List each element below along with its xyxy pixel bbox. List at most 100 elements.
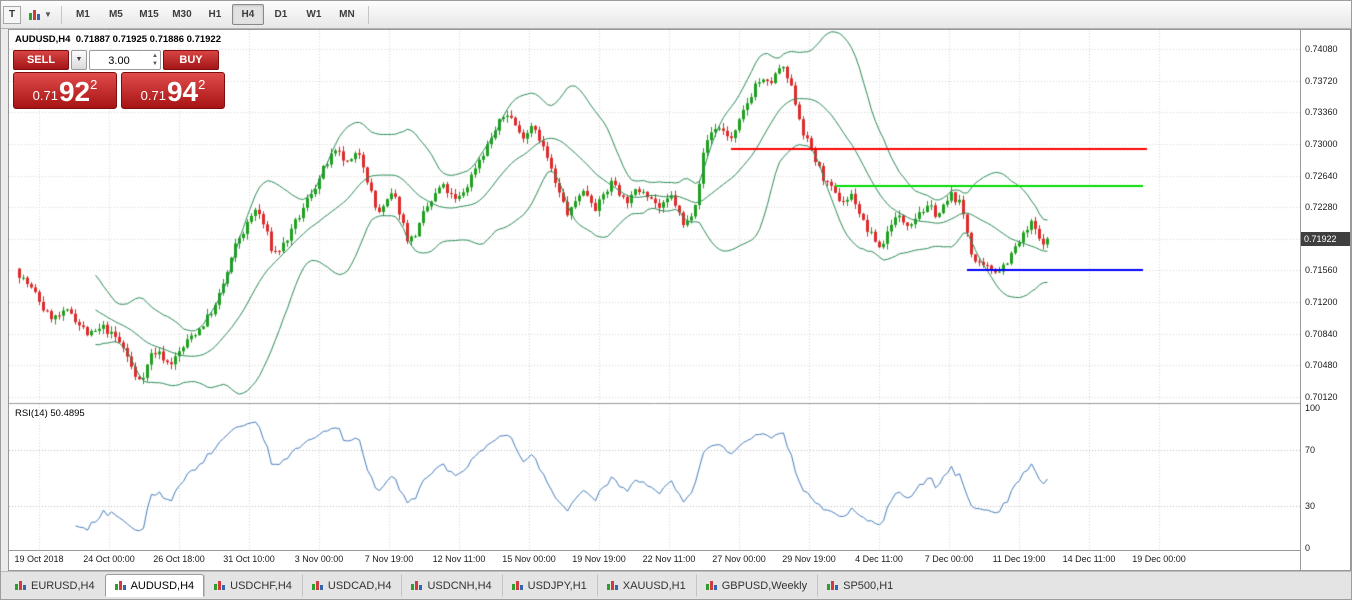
buy-button[interactable]: BUY — [163, 50, 219, 70]
ohlc-header: AUDUSD,H4 0.71887 0.71925 0.71886 0.7192… — [15, 34, 221, 45]
buy-price-big: 94 — [166, 76, 199, 107]
buy-price-prefix: 0.71 — [140, 88, 166, 103]
chart-tab-eurusd[interactable]: EURUSD,H4 — [5, 574, 105, 597]
time-axis-label: 19 Oct 2018 — [14, 554, 64, 564]
price-axis: 0.71922 0.74080 0.73720 0.73360 0.73000 0.72… — [1300, 30, 1350, 570]
chart-tab-usdjpy[interactable]: USDJPY,H1 — [501, 574, 597, 597]
chart-tab-usdchf[interactable]: USDCHF,H4 — [204, 574, 302, 597]
toolbar: T ▼ M1 M5 M15 M30 H1 H4 D1 W1 MN — [1, 1, 1351, 29]
price-axis-label: 0.72280 — [1305, 202, 1338, 213]
time-axis-label: 3 Nov 00:00 — [294, 554, 344, 564]
chart-tab-icon — [15, 580, 26, 590]
time-axis-label: 27 Nov 00:00 — [712, 554, 766, 564]
price-axis-label: 0.70840 — [1305, 328, 1338, 339]
time-axis-label: 24 Oct 00:00 — [83, 554, 135, 564]
price-axis-label: 0.70120 — [1305, 391, 1338, 402]
time-axis-label: 19 Dec 00:00 — [1132, 554, 1186, 564]
time-axis-label: 7 Nov 19:00 — [364, 554, 414, 564]
chart-tab-xauusd[interactable]: XAUUSD,H1 — [596, 574, 696, 597]
tab-label: SP500,H1 — [843, 579, 894, 592]
time-axis-label: 31 Oct 10:00 — [223, 554, 275, 564]
volume-input[interactable] — [90, 52, 148, 70]
price-axis-label: 0.73720 — [1305, 75, 1338, 86]
timeframe-m5-button[interactable]: M5 — [108, 9, 123, 20]
price-axis-label: 0.73360 — [1305, 107, 1338, 118]
timeframe-m1-button[interactable]: M1 — [75, 9, 90, 20]
rsi-indicator-label: RSI(14) 50.4895 — [15, 408, 85, 419]
time-axis-label: 11 Dec 19:00 — [992, 554, 1046, 564]
toolbar-grip[interactable]: T — [3, 5, 21, 24]
rsi-axis-label: 100 — [1305, 403, 1321, 413]
price-axis-label: 0.70480 — [1305, 360, 1338, 371]
sell-button[interactable]: SELL — [13, 50, 69, 70]
time-axis-label: 14 Dec 11:00 — [1062, 554, 1116, 564]
toolbar-separator — [60, 5, 62, 24]
chevron-down-icon: ▼ — [75, 56, 83, 63]
timeframe-buttons: M1 M5 M15 M30 H1 H4 D1 W1 MN — [67, 4, 363, 25]
timeframe-m30-button[interactable]: M30 — [172, 9, 192, 20]
price-axis-label: 0.73000 — [1305, 139, 1338, 150]
buy-price-box[interactable]: 0.71 94 2 — [121, 72, 225, 109]
sell-price-sup: 2 — [90, 77, 98, 92]
timeframe-h1-button[interactable]: H1 — [208, 9, 222, 20]
tab-label: USDCNH,H4 — [427, 579, 492, 592]
volume-steppers: ▲ ▼ — [152, 52, 158, 68]
tab-label: USDCHF,H4 — [230, 579, 292, 592]
buy-price-sup: 2 — [198, 77, 206, 92]
time-axis-label: 7 Dec 00:00 — [924, 554, 974, 564]
current-price-badge: 0.71922 — [1301, 231, 1350, 246]
time-axis-label: 22 Nov 11:00 — [642, 554, 696, 564]
volume-down-button[interactable]: ▼ — [152, 61, 158, 67]
price-axis-label: 0.74080 — [1305, 44, 1338, 55]
timeframe-w1-button[interactable]: W1 — [306, 9, 322, 20]
time-axis-label: 29 Nov 19:00 — [782, 554, 836, 564]
chart-tab-gbpusd[interactable]: GBPUSD,Weekly — [695, 574, 817, 597]
chart-tools-icon — [29, 9, 40, 20]
chart-tab-icon — [827, 580, 839, 590]
chart-tabbar: EURUSD,H4 AUDUSD,H4 USDCHF,H4 USDCAD,H4 USDC… — [1, 571, 1351, 599]
sell-price-big: 92 — [58, 76, 91, 107]
chart-tab-sp500[interactable]: SP500,H1 — [817, 574, 903, 597]
chart-tab-icon — [511, 580, 523, 590]
volume-field: ▲▼ — [89, 50, 161, 70]
timeframe-m15-button[interactable]: M15 — [139, 9, 159, 20]
chart-tab-icon — [411, 580, 423, 590]
chart-tab-icon — [705, 580, 717, 590]
rsi-axis-label: 0 — [1305, 543, 1311, 553]
chart-tab-icon — [606, 580, 618, 590]
rsi-axis-label: 30 — [1305, 501, 1316, 511]
chart-tab-icon — [214, 580, 226, 590]
tab-label: USDJPY,H1 — [527, 579, 587, 592]
price-chart-canvas[interactable] — [9, 30, 1300, 550]
volume-dropdown-button[interactable]: ▼ — [71, 50, 87, 70]
timeframe-h4-button[interactable]: H4 — [231, 4, 264, 25]
tab-label: USDCAD,H4 — [327, 579, 392, 592]
chart-tools-button[interactable]: ▼ — [24, 4, 56, 26]
sell-price-box[interactable]: 0.71 92 2 — [13, 72, 117, 109]
time-axis: 19 Oct 2018 24 Oct 00:00 26 Oct 18:00 31 Oc… — [9, 550, 1300, 570]
tab-label: XAUUSD,H1 — [622, 579, 686, 592]
chart-tab-icon — [114, 580, 126, 590]
tab-label: GBPUSD,Weekly — [721, 579, 808, 592]
tab-label: AUDUSD,H4 — [130, 579, 195, 592]
chart-tab-audusd[interactable]: AUDUSD,H4 — [104, 574, 205, 597]
tab-label: EURUSD,H4 — [31, 579, 95, 592]
chart-tab-icon — [311, 580, 323, 590]
chart-tab-usdcad[interactable]: USDCAD,H4 — [301, 574, 402, 597]
sell-price-prefix: 0.71 — [32, 88, 58, 103]
price-axis-label: 0.71560 — [1305, 265, 1338, 276]
chevron-down-icon: ▼ — [44, 10, 52, 19]
price-axis-label: 0.72640 — [1305, 170, 1338, 181]
plot-area: 19 Oct 2018 24 Oct 00:00 26 Oct 18:00 31 Oc… — [9, 30, 1300, 570]
volume-up-button[interactable]: ▲ — [152, 53, 158, 59]
toolbar-separator — [367, 5, 369, 24]
timeframe-mn-button[interactable]: MN — [339, 9, 355, 20]
chart-tab-usdcnh[interactable]: USDCNH,H4 — [401, 574, 501, 597]
timeframe-d1-button[interactable]: D1 — [274, 9, 288, 20]
time-axis-label: 12 Nov 11:00 — [432, 554, 486, 564]
price-axis-label: 0.71200 — [1305, 296, 1338, 307]
time-axis-label: 19 Nov 19:00 — [572, 554, 626, 564]
time-axis-label: 26 Oct 18:00 — [153, 554, 205, 564]
